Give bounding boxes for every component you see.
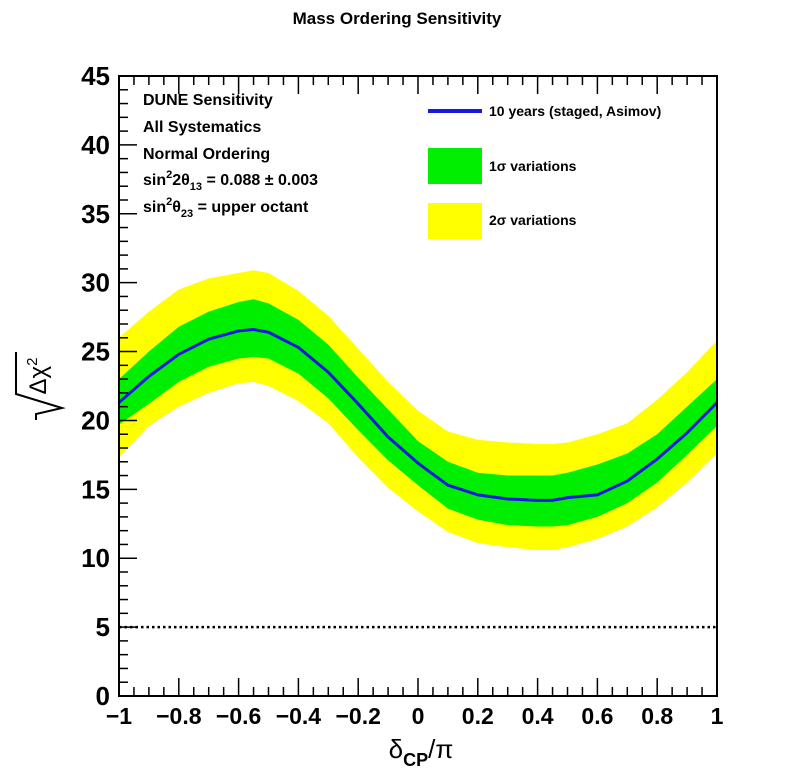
legend-label-curve: 10 years (staged, Asimov) bbox=[489, 103, 661, 119]
y-tick-label: 45 bbox=[81, 61, 110, 91]
legend: 10 years (staged, Asimov) 1σ variations … bbox=[428, 103, 661, 239]
x-tick-label: 0 bbox=[412, 703, 425, 729]
legend-1sigma-swatch bbox=[428, 148, 482, 184]
y-axis-label-radical-icon bbox=[15, 352, 66, 420]
x-tick-label: −0.6 bbox=[216, 703, 261, 729]
y-tick-label: 10 bbox=[81, 543, 110, 573]
y-axis-label: Δχ2 bbox=[15, 352, 66, 420]
x-tick-labels: −1 −0.8 −0.6 −0.4 −0.2 0 0.2 0.4 0.6 0.8 1 bbox=[106, 703, 724, 729]
legend-label-1sigma: 1σ variations bbox=[489, 158, 577, 174]
x-tick-label: −0.8 bbox=[156, 703, 202, 729]
y-axis-label-text: Δχ2 bbox=[24, 358, 52, 395]
legend-2sigma-swatch bbox=[428, 203, 482, 239]
annotation-line-4: sin22θ13 = 0.088 ± 0.003 bbox=[143, 169, 318, 193]
legend-label-2sigma: 2σ variations bbox=[489, 212, 577, 228]
y-tick-label: 30 bbox=[81, 268, 110, 298]
annotation-line-1: DUNE Sensitivity bbox=[143, 92, 273, 109]
band-1sigma bbox=[119, 299, 717, 527]
y-tick-label: 25 bbox=[81, 337, 110, 367]
y-tick-label: 20 bbox=[81, 405, 110, 435]
sensitivity-curve bbox=[118, 328, 719, 502]
y-tick-label: 0 bbox=[96, 681, 110, 711]
x-axis-label: δCP/π bbox=[389, 734, 454, 770]
y-tick-label: 35 bbox=[81, 199, 110, 229]
y-tick-label: 15 bbox=[81, 474, 110, 504]
x-tick-label: −0.2 bbox=[335, 703, 380, 729]
x-tick-label: 0.2 bbox=[462, 703, 494, 729]
y-tick-labels: 0 5 10 15 20 25 30 35 40 45 bbox=[81, 61, 110, 711]
x-tick-label: 0.8 bbox=[641, 703, 673, 729]
x-tick-label: −1 bbox=[106, 703, 132, 729]
y-tick-label: 5 bbox=[96, 612, 110, 642]
annotation-line-5: sin2θ23 = upper octant bbox=[143, 196, 309, 220]
annotation-line-2: All Systematics bbox=[143, 119, 261, 136]
x-tick-label: −0.4 bbox=[276, 703, 322, 729]
x-tick-label: 0.6 bbox=[581, 703, 613, 729]
uncertainty-bands bbox=[119, 270, 717, 550]
x-tick-label: 0.4 bbox=[522, 703, 554, 729]
y-tick-label: 40 bbox=[81, 130, 110, 160]
sensitivity-curve-group bbox=[118, 328, 719, 502]
x-tick-label: 1 bbox=[711, 703, 724, 729]
annotation-block: DUNE Sensitivity All Systematics Normal … bbox=[143, 92, 318, 220]
annotation-line-3: Normal Ordering bbox=[143, 146, 270, 163]
axis-ticks bbox=[118, 75, 718, 697]
chart-title: Mass Ordering Sensitivity bbox=[293, 9, 502, 28]
